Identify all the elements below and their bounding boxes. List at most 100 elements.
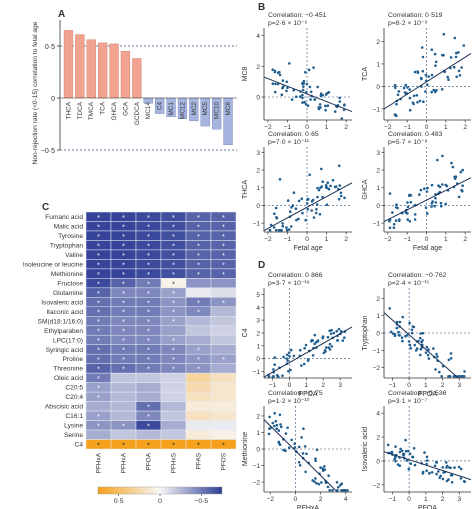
heatmap-cell — [110, 382, 137, 393]
x-tick-label: −1 — [403, 124, 411, 131]
x-tick-label: 2 — [344, 236, 348, 243]
scatter-point — [418, 336, 422, 340]
scatter-point — [426, 186, 429, 190]
scatter-point — [424, 206, 428, 209]
category-label: TMCA — [88, 101, 95, 120]
scatter-point — [305, 82, 309, 86]
scatter-point — [293, 446, 297, 449]
significance-star: * — [222, 253, 225, 260]
scatter-point — [434, 64, 437, 67]
scatter-point — [280, 425, 283, 429]
scatter-point — [321, 467, 325, 470]
scatter-point — [439, 201, 443, 205]
scatter-point — [447, 375, 450, 378]
scatter-point — [433, 204, 437, 208]
category-label: MC14 — [145, 102, 152, 119]
category-label: GCA — [122, 101, 129, 116]
x-tick-label: −2 — [264, 236, 272, 243]
significance-star: * — [97, 338, 100, 345]
scatter-point — [421, 69, 425, 73]
scatter-point — [305, 90, 308, 94]
scatter-point — [430, 90, 433, 94]
panel-a-bar-chart: −0·5 0 0·5 THCA TDCA TMCA TCA GHCA GCA GCDCA MC14 C… — [32, 20, 237, 164]
scatter-point — [419, 76, 423, 80]
heatmap-cell — [210, 334, 237, 345]
x-tick-label: 0 — [305, 236, 309, 243]
scatter-point — [285, 357, 289, 360]
scatter-point — [305, 202, 309, 205]
scatter-point — [410, 331, 414, 335]
significance-star: * — [197, 442, 200, 449]
row-label: Tryptophan — [50, 242, 83, 249]
scatter-point — [426, 83, 429, 86]
row-label: Isovaleric acid — [41, 299, 83, 306]
scatter-point — [331, 489, 334, 492]
column-label: PFAS — [196, 453, 203, 469]
x-tick-label: 0 — [407, 382, 411, 389]
heatmap-cell — [135, 382, 162, 393]
scatter-point — [316, 186, 319, 190]
scatter-point — [326, 181, 330, 184]
y-tick-label: 2 — [256, 64, 260, 71]
scatter-point — [323, 465, 326, 468]
scatter-point — [304, 470, 307, 474]
category-label: C4 — [157, 102, 164, 111]
y-axis-title: Tryptophan — [362, 315, 369, 350]
scatter-point — [279, 228, 283, 232]
scatter-point — [427, 357, 431, 360]
scatter-point — [273, 424, 276, 428]
scatter-point — [393, 83, 397, 87]
scatter-point — [420, 46, 424, 49]
scatter-point — [454, 55, 458, 59]
scatter-point — [423, 451, 426, 454]
scatter-point — [406, 86, 409, 89]
scatter-point — [409, 347, 413, 350]
y-tick-label: 1 — [376, 61, 380, 68]
scatter-point — [395, 102, 398, 106]
scatter-point — [397, 330, 400, 334]
significance-star: * — [122, 253, 125, 260]
scatter-point — [300, 436, 303, 439]
scatter-point — [321, 195, 324, 199]
row-label: Lysine — [64, 423, 83, 430]
significance-star: * — [172, 281, 175, 288]
row-label: SM(d18:1/16:0) — [38, 318, 83, 325]
scatter-point — [281, 79, 285, 82]
scatter-point — [288, 62, 291, 65]
regression-line — [383, 177, 472, 222]
row-label: Abscisic acid — [45, 404, 83, 411]
scatter-point — [277, 228, 281, 232]
y-tick-label: 4 — [256, 305, 260, 312]
correlation-label: Correlation: −0·762 — [388, 272, 447, 279]
scatter-point — [274, 419, 278, 423]
scatter-point — [453, 36, 457, 40]
scatter-point — [312, 66, 315, 69]
scatter-point — [413, 218, 417, 221]
y-axis-title: GHCA — [362, 179, 369, 200]
significance-star: * — [97, 376, 100, 383]
scatter-point — [441, 466, 445, 469]
regression-line — [383, 312, 459, 379]
scatter-point — [273, 69, 277, 73]
heatmap-cell — [210, 420, 237, 431]
scatter-point — [271, 82, 275, 85]
scatter-point — [306, 197, 310, 201]
category-label: MC12 — [179, 102, 186, 119]
significance-star: * — [97, 262, 100, 269]
scatter-point — [269, 223, 273, 227]
scatter-point — [442, 53, 445, 57]
significance-star: * — [222, 442, 225, 449]
scatter-point — [457, 51, 460, 54]
scatter-point — [278, 413, 282, 417]
scatter-point — [333, 110, 337, 113]
scatter-point — [393, 334, 397, 338]
row-label: LPC(17:0) — [53, 337, 83, 344]
x-tick-label: −2 — [384, 124, 392, 131]
heatmap-cell — [210, 401, 237, 412]
scatter-point — [340, 489, 343, 492]
scatter-point — [335, 481, 339, 484]
significance-star: * — [172, 291, 175, 298]
scatter-point — [442, 32, 446, 36]
scatter-point — [289, 368, 292, 372]
scatter-point — [311, 354, 315, 357]
